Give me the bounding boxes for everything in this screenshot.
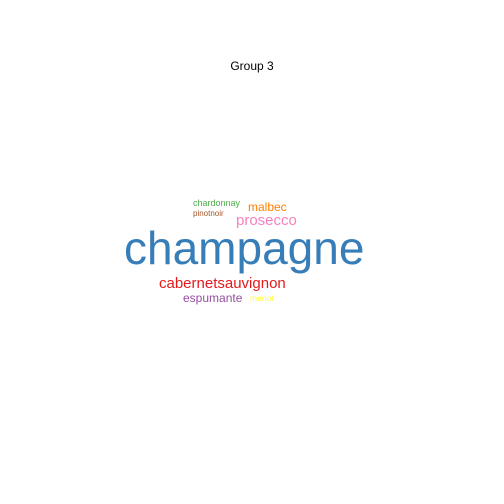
word-chardonnay: chardonnay [193, 198, 241, 208]
word-cabernetsauvignon: cabernetsauvignon [159, 275, 286, 292]
word-espumante: espumante [183, 291, 243, 305]
word-merlot: merlot [250, 293, 274, 303]
chart-title: Group 3 [230, 59, 274, 73]
word-prosecco: prosecco [236, 212, 297, 229]
word-champagne: champagne [124, 222, 364, 274]
word-malbec: malbec [248, 200, 287, 214]
word-pinotnoir: pinotnoir [193, 209, 224, 218]
